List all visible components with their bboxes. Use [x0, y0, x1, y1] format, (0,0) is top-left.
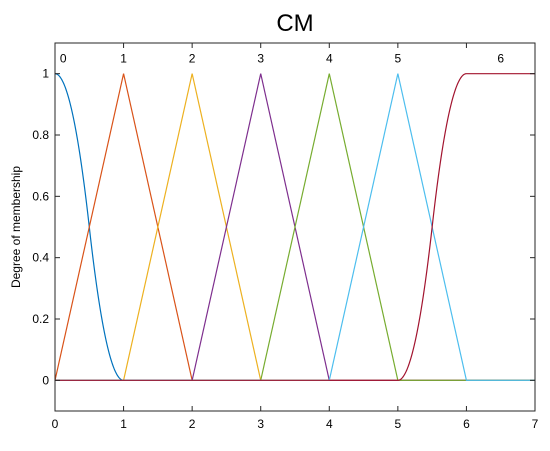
- membership-label-6: 6: [497, 51, 504, 65]
- membership-label-3: 3: [257, 51, 264, 65]
- x-tick-label: 2: [189, 417, 196, 431]
- membership-label-2: 2: [189, 51, 196, 65]
- series-line-6: [55, 73, 535, 381]
- y-tick-label: 1: [42, 67, 49, 81]
- y-tick-label: 0.8: [32, 128, 49, 142]
- y-tick-label: 0.2: [32, 312, 49, 326]
- axes-frame: [54, 42, 536, 412]
- membership-label-1: 1: [120, 51, 127, 65]
- membership-label-5: 5: [395, 51, 402, 65]
- axes: 0 1 2 3 4 5 6 700.20.40.60.81: [32, 42, 539, 431]
- x-tick-label: 0: [52, 417, 59, 431]
- y-axis-label: Degree of membership: [9, 166, 23, 288]
- y-tick-label: 0: [42, 373, 49, 387]
- x-tick-label: 6: [463, 417, 470, 431]
- y-tick-label: 0.4: [32, 251, 49, 265]
- series-group: [54, 73, 535, 381]
- x-tick-label: 5: [395, 417, 402, 431]
- y-tick-label: 0.6: [32, 189, 49, 203]
- x-tick-label: 7: [532, 417, 539, 431]
- membership-label-4: 4: [326, 51, 333, 65]
- x-tick-label: 1: [120, 417, 127, 431]
- x-tick-label: 3: [257, 417, 264, 431]
- chart-title: CM: [276, 10, 313, 37]
- x-tick-label: 4: [326, 417, 333, 431]
- membership-label-0: 0: [60, 51, 67, 65]
- membership-labels: 0 1 2 3 4 5 6: [60, 51, 504, 65]
